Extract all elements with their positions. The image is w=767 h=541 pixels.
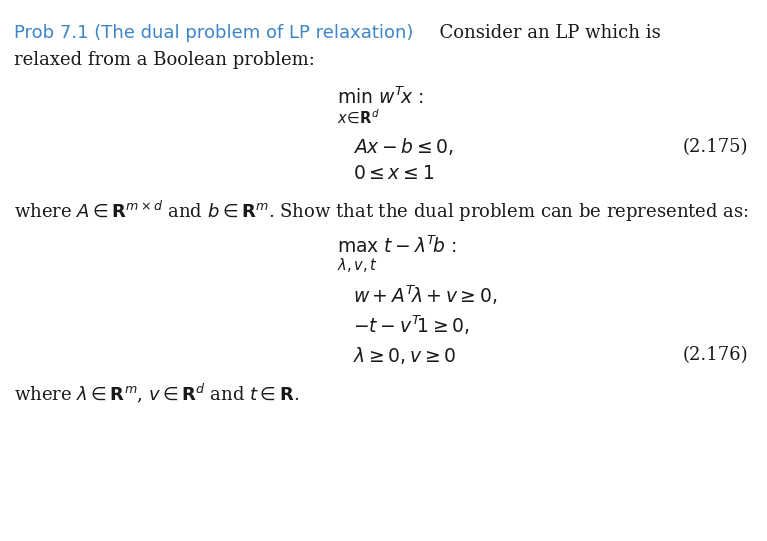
Text: $\lambda \geq 0, v \geq 0$: $\lambda \geq 0, v \geq 0$ (353, 345, 456, 366)
Text: (2.176): (2.176) (682, 346, 748, 364)
Text: Prob 7.1 (The dual problem of LP relaxation): Prob 7.1 (The dual problem of LP relaxat… (14, 24, 413, 42)
Text: Consider an LP which is: Consider an LP which is (428, 24, 660, 42)
Text: $\min\ w^T\!x\,:$: $\min\ w^T\!x\,:$ (337, 87, 425, 108)
Text: $0 \leq x \leq 1$: $0 \leq x \leq 1$ (353, 165, 434, 183)
Text: where $A \in \mathbf{R}^{m\times d}$ and $b \in \mathbf{R}^{m}$. Show that the d: where $A \in \mathbf{R}^{m\times d}$ and… (14, 199, 749, 225)
Text: $w + A^T\!\lambda + v \geq 0,$: $w + A^T\!\lambda + v \geq 0,$ (353, 283, 497, 307)
Text: relaxed from a Boolean problem:: relaxed from a Boolean problem: (14, 51, 314, 69)
Text: $-t - v^T\!1 \geq 0,$: $-t - v^T\!1 \geq 0,$ (353, 314, 469, 337)
Text: $\max\ t - \lambda^T\! b\,:$: $\max\ t - \lambda^T\! b\,:$ (337, 235, 458, 257)
Text: (2.175): (2.175) (683, 138, 748, 156)
Text: $x\!\in\!\mathbf{R}^d$: $x\!\in\!\mathbf{R}^d$ (337, 108, 380, 126)
Text: where $\lambda \in \mathbf{R}^{m}$, $v \in \mathbf{R}^{d}$ and $t \in \mathbf{R}: where $\lambda \in \mathbf{R}^{m}$, $v \… (14, 381, 299, 405)
Text: $Ax - b \leq 0,$: $Ax - b \leq 0,$ (353, 136, 454, 157)
Text: $\lambda,v,t$: $\lambda,v,t$ (337, 256, 379, 274)
